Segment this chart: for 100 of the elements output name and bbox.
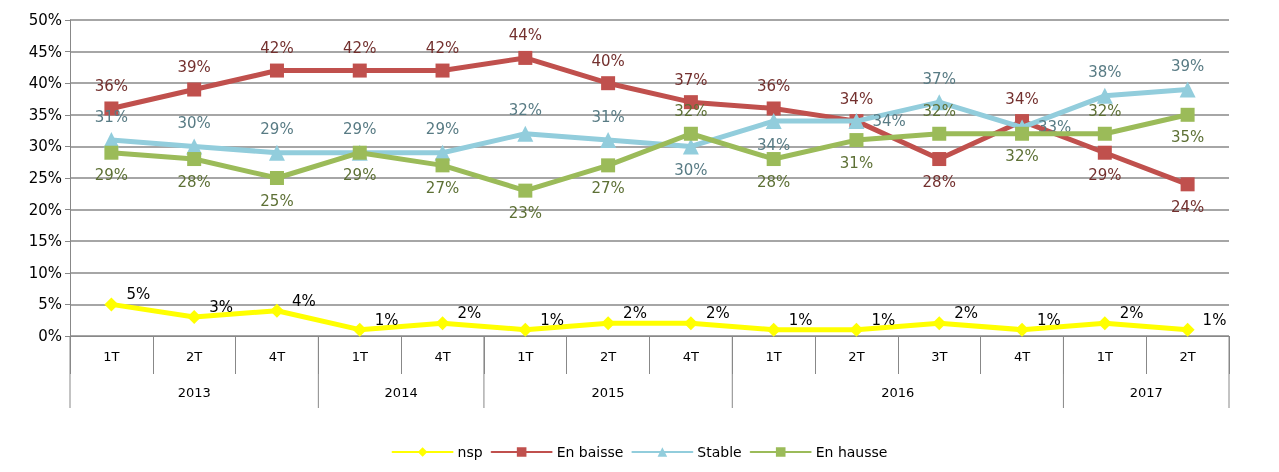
data-label: 32% bbox=[1088, 102, 1122, 121]
data-label: 38% bbox=[1088, 63, 1122, 82]
y-tick-label: 0% bbox=[38, 327, 62, 345]
data-label: 32% bbox=[674, 102, 708, 121]
data-label: 2% bbox=[457, 304, 482, 323]
data-label: 36% bbox=[757, 76, 791, 95]
data-label: 23% bbox=[508, 204, 542, 223]
legend-label: nsp bbox=[457, 444, 483, 460]
legend-label: En hausse bbox=[815, 444, 888, 460]
data-label: 1% bbox=[1037, 310, 1061, 329]
y-tick-label: 25% bbox=[28, 169, 62, 187]
y-tick-label: 45% bbox=[28, 42, 62, 61]
point bbox=[1096, 87, 1113, 104]
data-label: 37% bbox=[922, 69, 956, 88]
data-label: 42% bbox=[425, 39, 460, 58]
text: 2015 bbox=[591, 384, 625, 400]
point bbox=[601, 76, 616, 91]
point bbox=[352, 322, 367, 337]
x-tick-label: 2T bbox=[848, 349, 865, 364]
point bbox=[765, 113, 782, 130]
point bbox=[932, 126, 947, 141]
data-label: 30% bbox=[177, 113, 211, 132]
text: 2016 bbox=[881, 384, 915, 400]
data-label: 32% bbox=[1005, 147, 1039, 166]
x-tick-label: 2T bbox=[600, 349, 617, 364]
data-label: 35% bbox=[1170, 128, 1205, 147]
data-label: 1% bbox=[788, 310, 813, 329]
y-tick-label: 10% bbox=[28, 263, 62, 282]
data-label: 31% bbox=[94, 107, 129, 126]
data-label: 29% bbox=[260, 120, 294, 139]
legend-label: Stable bbox=[697, 444, 742, 460]
data-label: 36% bbox=[94, 76, 129, 95]
x-tick-label: 1T bbox=[351, 349, 368, 364]
data-label: 34% bbox=[839, 89, 874, 108]
point bbox=[1015, 126, 1030, 141]
legend-label: En baisse bbox=[556, 444, 624, 460]
point bbox=[269, 303, 284, 318]
data-label: 1% bbox=[1202, 310, 1227, 329]
data-label: 24% bbox=[1170, 197, 1205, 216]
data-label: 25% bbox=[260, 191, 294, 210]
point bbox=[932, 316, 947, 331]
point bbox=[601, 158, 616, 173]
text: 2014 bbox=[384, 384, 418, 400]
point bbox=[682, 138, 699, 155]
data-label: 30% bbox=[674, 160, 708, 179]
point bbox=[1179, 81, 1196, 98]
x-tick-label: 2T bbox=[1179, 349, 1196, 364]
point bbox=[600, 132, 617, 149]
data-label: 34% bbox=[872, 112, 906, 131]
point bbox=[1180, 107, 1195, 122]
point bbox=[269, 63, 284, 78]
point bbox=[268, 144, 285, 161]
point bbox=[435, 63, 450, 78]
point bbox=[435, 316, 450, 331]
y-tick-label: 15% bbox=[28, 232, 62, 251]
data-label: 28% bbox=[177, 172, 211, 191]
y-tick-label: 40% bbox=[28, 74, 62, 93]
data-label: 2% bbox=[954, 304, 979, 323]
point bbox=[352, 63, 367, 78]
x-tick-label: 1T bbox=[517, 349, 534, 364]
text: 2017 bbox=[1129, 384, 1163, 400]
data-label: 42% bbox=[260, 39, 294, 58]
data-label: 29% bbox=[94, 166, 129, 185]
data-label: 31% bbox=[839, 153, 874, 172]
point bbox=[1180, 177, 1195, 192]
y-tick-label: 20% bbox=[28, 200, 62, 219]
x-tick-label: 4T bbox=[1013, 349, 1031, 364]
point bbox=[518, 50, 533, 65]
data-label: 2% bbox=[1119, 304, 1144, 323]
data-label: 3% bbox=[209, 298, 233, 317]
data-label: 27% bbox=[591, 178, 625, 197]
data-label: 29% bbox=[425, 120, 460, 139]
data-label: 2% bbox=[705, 304, 730, 323]
point bbox=[766, 322, 781, 337]
x-tick-label: 4T bbox=[682, 349, 700, 364]
data-label: 32% bbox=[922, 102, 956, 121]
data-label: 28% bbox=[922, 172, 956, 191]
x-tick-label: 1T bbox=[1096, 349, 1113, 364]
point bbox=[104, 297, 119, 312]
point bbox=[1097, 316, 1112, 331]
text: 2013 bbox=[177, 384, 211, 400]
x-tick-label: 3T bbox=[931, 349, 948, 364]
data-label: 31% bbox=[591, 107, 625, 126]
data-label: 1% bbox=[374, 310, 399, 329]
x-tick-label: 4T bbox=[434, 349, 451, 364]
point bbox=[1180, 322, 1195, 337]
data-label: 5% bbox=[126, 285, 151, 304]
data-label: 34% bbox=[1005, 89, 1039, 108]
point bbox=[187, 82, 202, 97]
point bbox=[1015, 322, 1030, 337]
data-label: 2% bbox=[623, 304, 647, 323]
point bbox=[104, 145, 119, 160]
data-label: 40% bbox=[591, 51, 625, 70]
point bbox=[1097, 126, 1112, 141]
data-label: 32% bbox=[508, 101, 542, 120]
point bbox=[187, 152, 202, 167]
x-tick-label: 4T bbox=[268, 349, 286, 364]
x-tick-label: 1T bbox=[765, 349, 782, 364]
data-label: 44% bbox=[508, 26, 542, 45]
data-label: 42% bbox=[343, 39, 377, 58]
